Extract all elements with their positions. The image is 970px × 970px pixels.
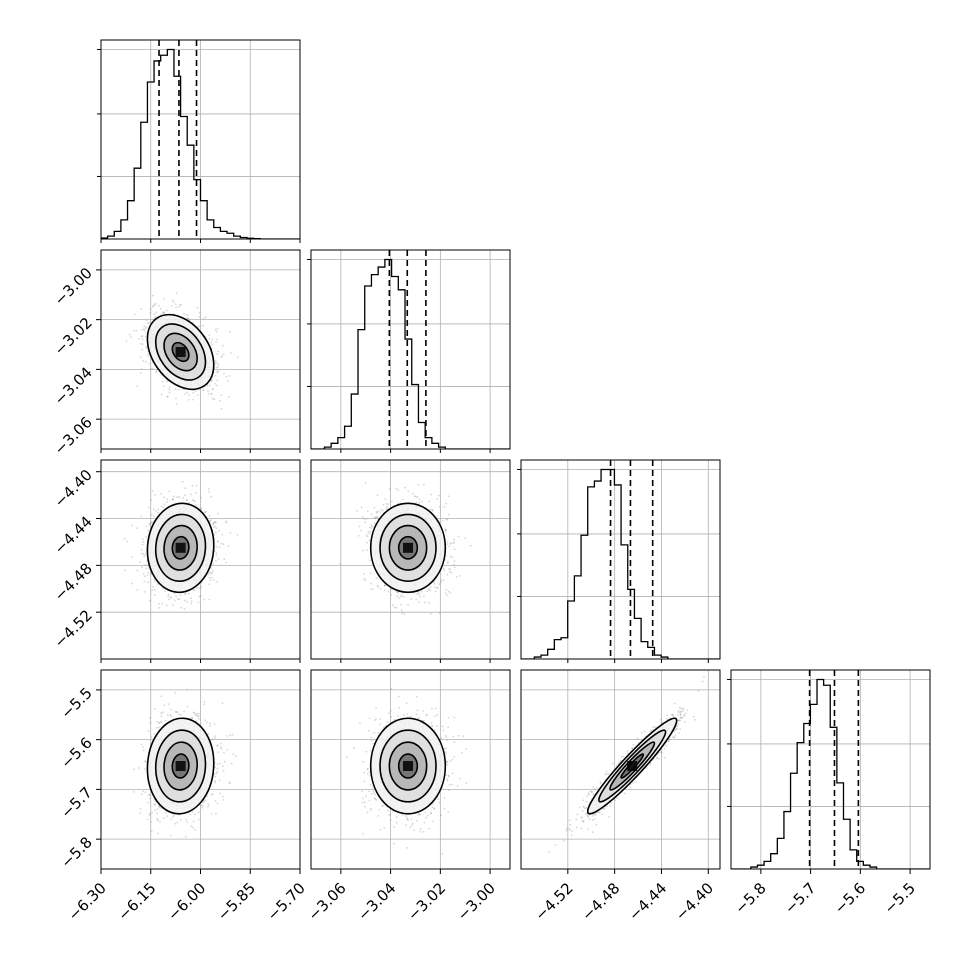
contour-3-2-1 [598,729,667,803]
contour-1-0-1 [154,323,207,381]
histogram-step-2 [521,468,720,659]
panel-frame-3-3 [730,669,931,870]
xtick-label-1-3: −3.00 [454,879,499,924]
contour-3-0-0 [146,717,215,815]
density-peak-1-0 [175,346,186,357]
contour-1-0-3 [171,341,190,363]
ytick-label-2-1: −4.48 [51,559,96,604]
xtick-label-3-3: −5.5 [880,879,918,917]
histogram-step-0 [101,48,300,239]
contour-2-0-3 [171,535,190,560]
panel-0-0 [97,39,301,243]
xtick-label-1-2: −3.02 [404,879,449,924]
xtick-label-0-3: −5.85 [214,879,259,924]
contour-2-1-3 [397,535,419,560]
density-peak-2-1 [403,542,414,553]
contour-3-1-2 [388,741,428,791]
xtick-label-1-1: −3.04 [354,879,399,924]
panel-frame-3-2 [520,669,721,870]
ytick-label-1-1: −3.04 [51,364,96,409]
xtick-label-2-0: −4.52 [531,879,576,924]
contour-3-1-1 [379,729,437,803]
ytick-label-2-0: −4.52 [51,606,96,651]
ytick-label-1-2: −3.02 [51,314,96,359]
panel-3-0: −5.8 −5.7 −5.6 −5.5 −6.30 −6.15 −6.00 −5.85 −5.7… [57,669,309,924]
contour-1-0-0 [146,313,215,391]
xtick-label-2-3: −4.40 [672,879,717,924]
panel-3-1: −3.06 −3.04 −3.02 −3.00 [304,669,511,924]
contour-3-2-3 [620,753,645,779]
xtick-label-3-2: −5.6 [831,879,869,917]
panel-1-0: −3.06−3.04 −3.02 −3.00 [51,249,301,458]
xtick-label-3-1: −5.7 [781,879,819,917]
contour-2-0-2 [163,524,198,571]
ytick-label-2-3: −4.40 [51,466,96,511]
ytick-label-3-1: −5.7 [57,784,95,822]
contour-2-0-1 [154,513,207,582]
xtick-label-0-4: −5.70 [264,879,309,924]
panel-frame-1-1 [310,249,511,450]
ytick-label-3-3: −5.5 [57,684,95,722]
contour-1-0-2 [163,332,198,372]
contour-3-0-2 [163,741,198,791]
density-peak-2-0 [175,542,186,553]
contour-3-2-0 [586,717,678,815]
xtick-label-3-0: −5.8 [731,879,769,917]
panel-frame-3-1 [310,669,511,870]
panel-frame-2-1 [310,459,511,660]
density-peak-3-0 [175,761,186,772]
xtick-label-0-0: −6.30 [65,879,110,924]
panel-2-1 [310,459,511,663]
contour-3-2-2 [609,741,656,791]
contour-3-1-3 [397,753,419,779]
contour-3-0-1 [154,729,207,803]
ytick-label-1-0: −3.06 [51,413,96,458]
contour-3-1-0 [369,717,447,815]
density-peak-3-1 [403,761,414,772]
histogram-step-3 [731,678,930,869]
xtick-label-2-1: −4.48 [578,879,623,924]
xtick-label-0-2: −6.00 [164,879,209,924]
ytick-label-2-2: −4.44 [51,513,96,558]
panel-1-1 [307,249,511,453]
panel-frame-2-2 [520,459,721,660]
panel-2-2 [517,459,721,663]
density-peak-3-2 [627,761,638,772]
contour-2-1-0 [369,502,447,594]
xtick-label-0-1: −6.15 [114,879,159,924]
contour-3-0-3 [171,753,190,779]
contour-2-1-1 [379,513,437,582]
contour-2-0-0 [146,502,215,594]
histogram-step-1 [311,258,510,449]
panel-2-0: −4.52−4.48−4.44−4.40 [51,459,301,663]
panel-3-3: −5.8 −5.7 −5.6 −5.5 [727,669,931,918]
ytick-label-3-0: −5.8 [57,833,95,871]
ytick-label-1-3: −3.00 [51,264,96,309]
xtick-label-1-0: −3.06 [304,879,349,924]
contour-2-1-2 [388,524,428,571]
panel-3-2: −4.52 −4.48 −4.44 −4.40 [520,669,721,924]
xtick-label-2-2: −4.44 [625,879,670,924]
ytick-label-3-2: −5.6 [57,734,95,772]
